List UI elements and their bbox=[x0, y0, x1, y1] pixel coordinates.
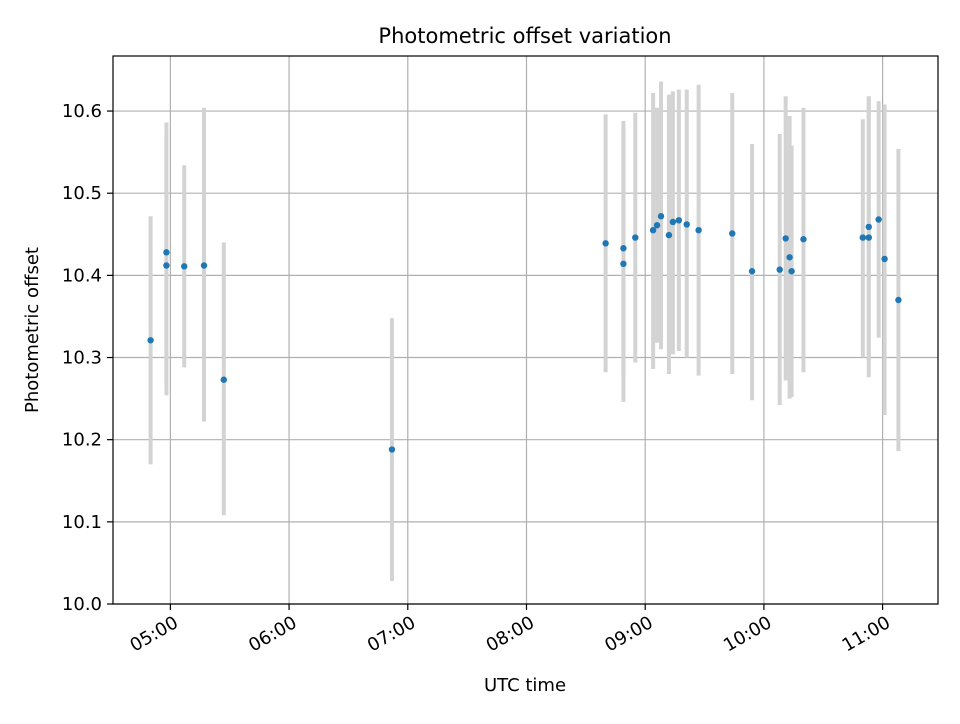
data-point bbox=[895, 296, 902, 304]
y-tick-label: 10.6 bbox=[62, 101, 102, 122]
data-point bbox=[875, 216, 882, 223]
data-point bbox=[859, 234, 867, 241]
data-point bbox=[748, 268, 756, 275]
y-axis-ticks: 10.0 10.1 10.2 10.3 10.4 10.5 10.6 bbox=[62, 101, 113, 615]
plot-frame bbox=[112, 55, 939, 605]
data-point bbox=[653, 222, 661, 229]
y-tick-label: 10.3 bbox=[62, 348, 102, 369]
data-points bbox=[147, 213, 902, 453]
data-point bbox=[865, 223, 872, 231]
data-point bbox=[657, 213, 665, 220]
data-point bbox=[649, 226, 657, 234]
y-tick-label: 10.1 bbox=[62, 512, 102, 533]
data-point bbox=[163, 262, 170, 269]
data-point bbox=[788, 268, 795, 275]
data-point bbox=[665, 231, 673, 239]
data-point bbox=[632, 234, 639, 241]
data-point bbox=[782, 235, 789, 242]
data-point bbox=[865, 234, 872, 241]
data-point bbox=[388, 446, 396, 453]
data-point bbox=[669, 218, 677, 226]
data-point bbox=[163, 249, 170, 256]
data-point bbox=[683, 221, 690, 228]
data-point bbox=[620, 260, 627, 268]
chart-title: Photometric offset variation bbox=[378, 24, 671, 48]
data-point bbox=[881, 255, 888, 263]
plot-area bbox=[113, 56, 938, 604]
data-point bbox=[695, 226, 702, 234]
data-point bbox=[729, 230, 736, 237]
data-point bbox=[147, 337, 154, 344]
data-point bbox=[220, 376, 227, 383]
data-point bbox=[776, 266, 783, 273]
data-point bbox=[602, 240, 609, 247]
y-axis-label: Photometric offset bbox=[22, 247, 43, 413]
y-tick-label: 10.4 bbox=[62, 265, 102, 286]
data-point bbox=[181, 263, 188, 270]
y-tick-label: 10.5 bbox=[62, 183, 102, 204]
data-point bbox=[675, 217, 683, 224]
y-tick-label: 10.0 bbox=[62, 594, 102, 615]
data-point bbox=[800, 236, 807, 243]
data-point bbox=[620, 245, 627, 252]
data-point bbox=[786, 254, 793, 261]
y-tick-label: 10.2 bbox=[62, 430, 102, 451]
x-axis-label: UTC time bbox=[484, 675, 566, 696]
data-point bbox=[200, 262, 208, 269]
